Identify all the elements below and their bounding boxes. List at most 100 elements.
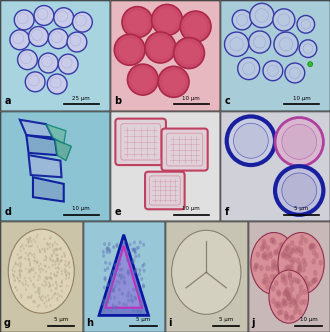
Circle shape [120, 274, 123, 278]
Circle shape [15, 286, 16, 289]
Circle shape [36, 261, 38, 263]
Circle shape [284, 245, 289, 251]
Circle shape [19, 274, 21, 276]
Circle shape [285, 63, 305, 83]
Circle shape [52, 284, 54, 287]
Circle shape [112, 305, 115, 309]
Circle shape [37, 279, 39, 281]
Circle shape [132, 258, 135, 262]
Circle shape [26, 238, 28, 240]
Circle shape [278, 232, 324, 294]
Circle shape [309, 244, 313, 251]
Circle shape [115, 306, 117, 310]
Circle shape [64, 271, 66, 274]
Circle shape [108, 248, 111, 252]
Circle shape [276, 303, 280, 309]
Circle shape [33, 267, 35, 270]
Circle shape [41, 284, 43, 286]
Circle shape [19, 272, 21, 274]
Circle shape [299, 290, 303, 296]
Circle shape [37, 290, 39, 293]
Circle shape [233, 123, 268, 158]
Circle shape [295, 304, 300, 311]
Circle shape [64, 270, 66, 273]
Circle shape [312, 278, 316, 284]
Circle shape [18, 280, 20, 283]
Circle shape [20, 269, 22, 272]
Circle shape [281, 299, 286, 305]
Circle shape [39, 290, 41, 293]
Circle shape [277, 247, 281, 253]
Circle shape [278, 255, 282, 261]
Circle shape [40, 298, 42, 301]
Circle shape [64, 254, 66, 256]
Circle shape [113, 296, 116, 300]
Circle shape [48, 299, 50, 302]
Circle shape [35, 272, 37, 275]
Circle shape [34, 259, 36, 262]
Circle shape [126, 294, 129, 298]
Circle shape [25, 280, 27, 282]
Circle shape [288, 252, 292, 258]
Circle shape [58, 54, 78, 74]
Circle shape [282, 259, 287, 266]
Circle shape [155, 8, 179, 32]
Circle shape [132, 248, 135, 252]
Circle shape [38, 265, 40, 268]
Circle shape [43, 259, 45, 261]
Circle shape [112, 270, 115, 274]
Circle shape [130, 298, 133, 302]
Polygon shape [20, 120, 53, 137]
Circle shape [20, 262, 22, 265]
Circle shape [123, 276, 126, 280]
Circle shape [118, 38, 141, 61]
Ellipse shape [172, 230, 241, 314]
Circle shape [293, 302, 298, 309]
Circle shape [120, 277, 123, 281]
Circle shape [305, 281, 310, 287]
Circle shape [279, 309, 283, 315]
Circle shape [32, 284, 34, 286]
Circle shape [295, 248, 299, 254]
Circle shape [12, 273, 14, 276]
Circle shape [14, 263, 16, 266]
Circle shape [33, 275, 35, 278]
Circle shape [48, 276, 50, 279]
Circle shape [127, 64, 158, 95]
Circle shape [318, 260, 323, 266]
Circle shape [309, 243, 313, 249]
Polygon shape [29, 155, 61, 177]
Circle shape [104, 261, 107, 265]
Circle shape [109, 296, 112, 300]
Circle shape [271, 286, 276, 291]
Circle shape [104, 278, 107, 282]
Circle shape [127, 298, 130, 302]
Circle shape [283, 276, 288, 282]
Circle shape [106, 296, 109, 299]
Circle shape [271, 298, 276, 304]
Circle shape [48, 282, 50, 284]
Circle shape [261, 253, 266, 259]
Text: i: i [168, 318, 172, 328]
Circle shape [134, 297, 137, 301]
Circle shape [54, 8, 74, 28]
Text: 25 μm: 25 μm [73, 96, 90, 101]
Circle shape [46, 278, 48, 280]
Circle shape [271, 259, 276, 265]
Circle shape [104, 268, 107, 272]
Circle shape [303, 261, 308, 267]
Circle shape [263, 273, 268, 279]
Circle shape [286, 295, 291, 301]
Circle shape [52, 259, 54, 262]
Circle shape [280, 273, 285, 280]
Circle shape [263, 251, 268, 257]
Circle shape [111, 281, 114, 285]
Circle shape [56, 284, 58, 287]
Text: 10 μm: 10 μm [73, 207, 90, 211]
Circle shape [55, 281, 57, 284]
Circle shape [259, 265, 264, 271]
Circle shape [102, 302, 105, 306]
Circle shape [31, 244, 33, 247]
Circle shape [56, 254, 58, 257]
Circle shape [265, 284, 270, 290]
